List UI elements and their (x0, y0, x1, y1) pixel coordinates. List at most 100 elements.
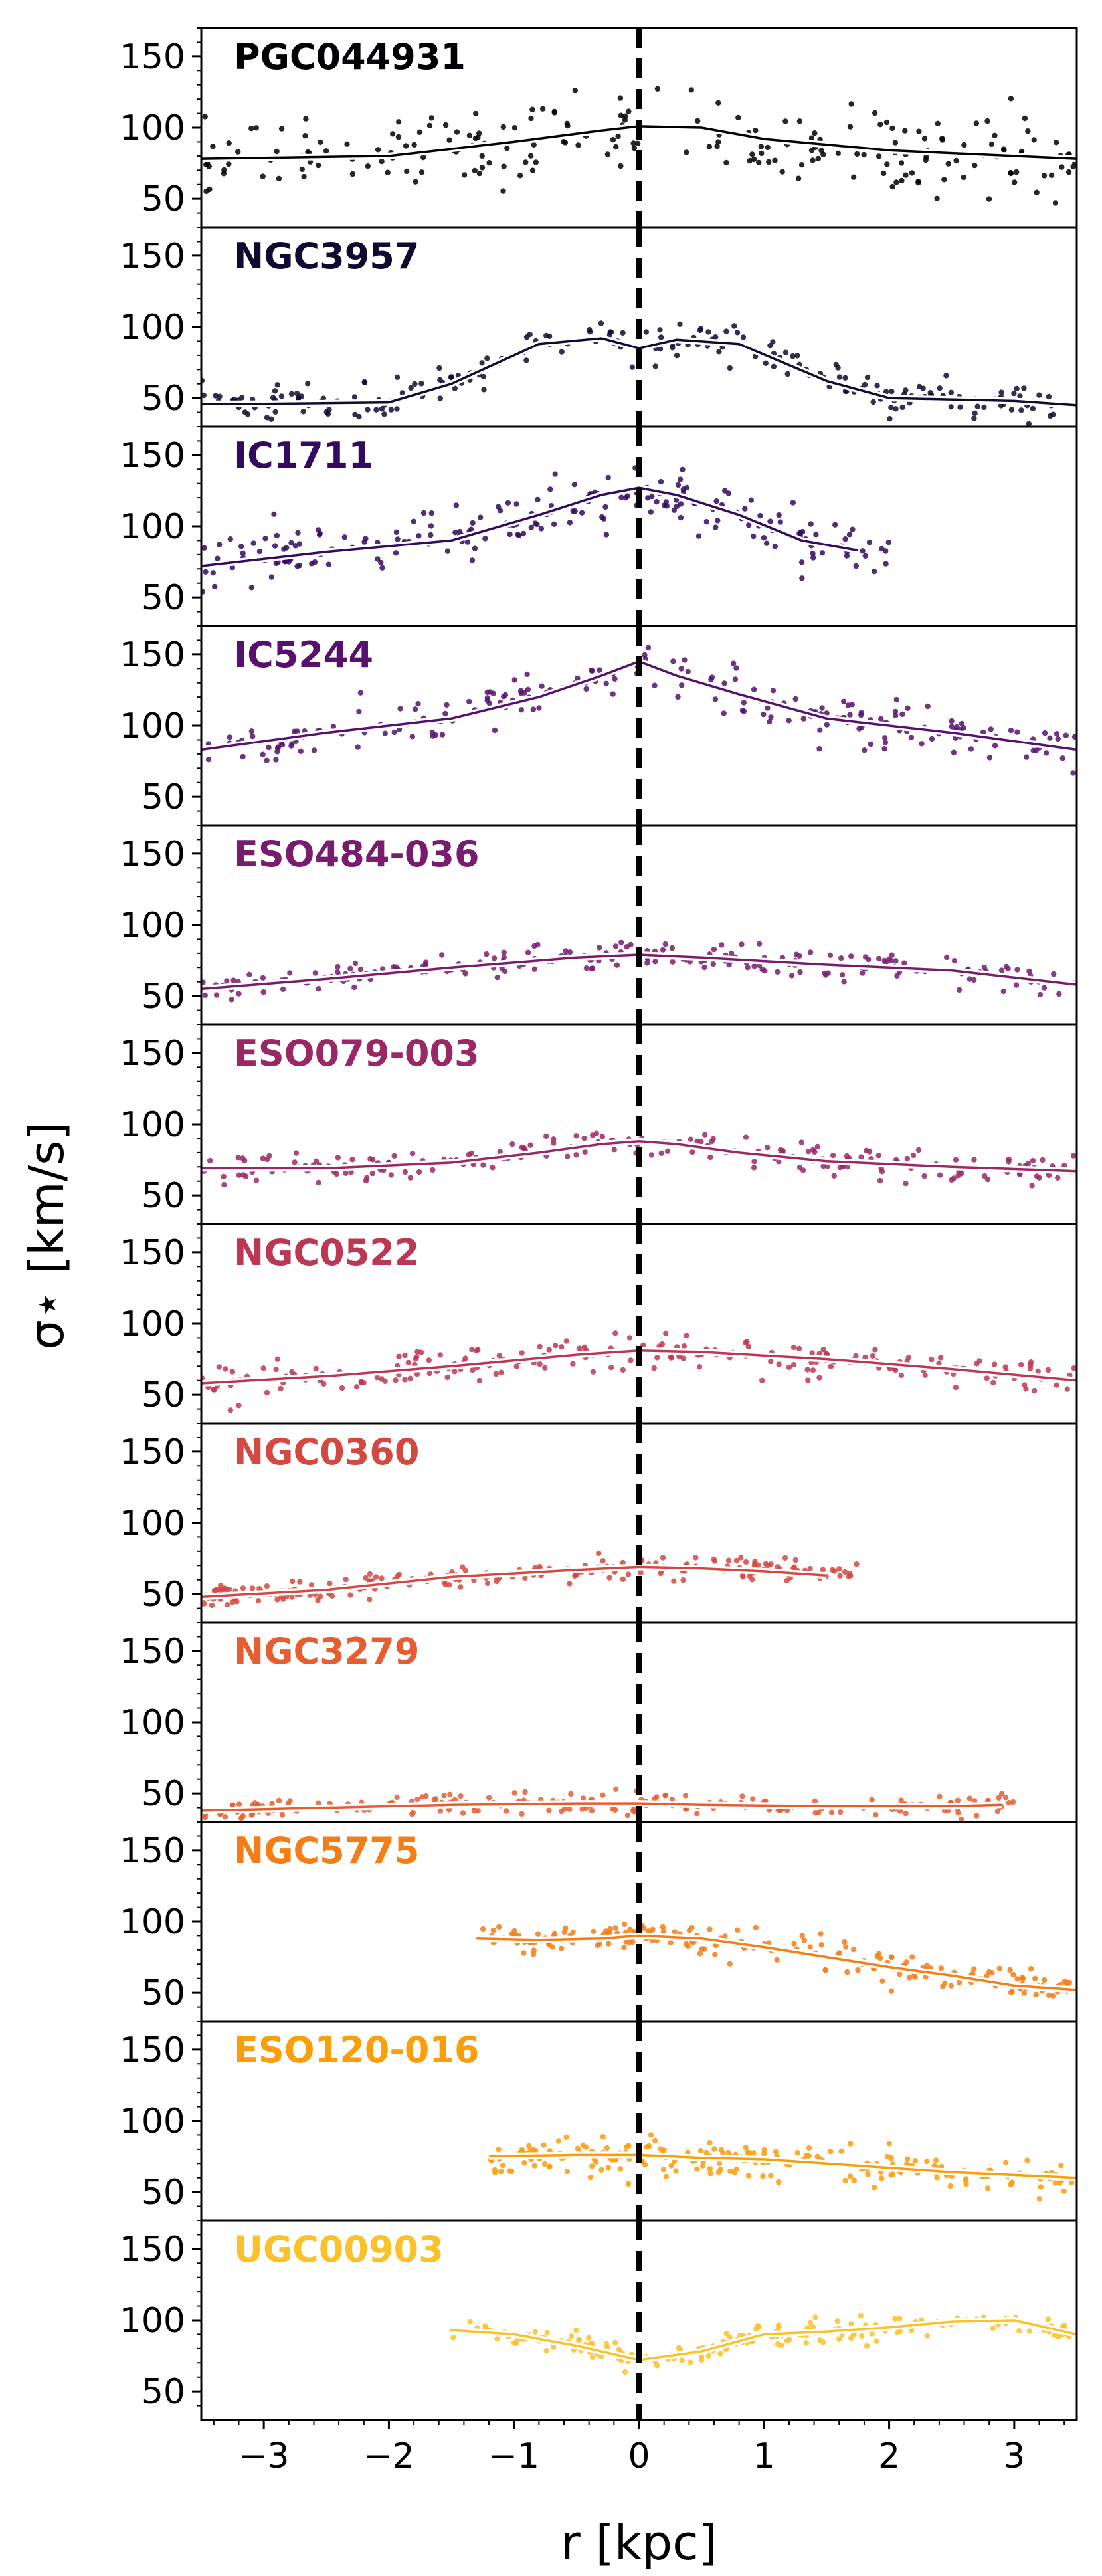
scatter-point (294, 728, 300, 734)
scatter-point (924, 2158, 930, 2165)
scatter-point (805, 1149, 812, 1155)
scatter-point (879, 545, 885, 552)
scatter-point (224, 978, 230, 984)
scatter-point (300, 409, 306, 415)
scatter-point (509, 2169, 515, 2175)
scatter-point (600, 2134, 606, 2140)
scatter-point (480, 1162, 486, 1168)
scatter-point (612, 2157, 619, 2163)
scatter-point (238, 544, 244, 549)
scatter-point (793, 951, 800, 957)
scatter-point (931, 2163, 937, 2169)
scatter-point (436, 365, 442, 371)
scatter-point (662, 502, 668, 508)
scatter-point (491, 955, 498, 961)
scatter-point (618, 112, 624, 118)
y-tick-label: 50 (141, 1973, 185, 2013)
median-profile-line (201, 486, 858, 567)
scatter-point (453, 502, 459, 508)
scatter-point (786, 718, 792, 724)
scatter-point (762, 968, 768, 974)
scatter-point (298, 748, 304, 755)
scatter-point (240, 550, 246, 557)
scatter-point (705, 329, 711, 335)
scatter-point (1011, 390, 1017, 397)
scatter-point (828, 1363, 834, 1369)
scatter-point (432, 732, 438, 738)
scatter-point (559, 349, 565, 355)
scatter-point (828, 1809, 835, 1815)
panel-plot-area (201, 320, 1077, 427)
scatter-point (907, 1975, 913, 1981)
scatter-point (416, 1169, 422, 1175)
scatter-point (531, 1947, 537, 1953)
scatter-point (984, 1375, 990, 1381)
scatter-point (1065, 169, 1072, 175)
scatter-point (760, 2173, 766, 2179)
median-profile-line (201, 337, 1077, 407)
scatter-point (800, 716, 807, 722)
scatter-point (796, 1345, 802, 1352)
scatter-point (645, 644, 652, 651)
scatter-point (624, 2143, 630, 2150)
y-tick-label: 100 (120, 2301, 185, 2341)
scatter-point (864, 2343, 870, 2349)
scatter-point (598, 320, 604, 326)
scatter-point (1014, 169, 1020, 175)
scatter-point (972, 410, 978, 416)
scatter-point (210, 143, 216, 149)
panel-label: NGC3957 (234, 235, 419, 277)
scatter-point (551, 521, 557, 527)
scatter-point (888, 404, 894, 411)
scatter-point (379, 1376, 385, 1382)
scatter-point (940, 1983, 946, 1989)
scatter-point (889, 952, 895, 958)
scatter-point (523, 159, 529, 165)
scatter-point (1036, 2196, 1042, 2202)
scatter-point (454, 129, 460, 135)
scatter-point (963, 2181, 969, 2187)
scatter-point (593, 1130, 599, 1136)
scatter-point (564, 2168, 571, 2175)
scatter-point (442, 122, 449, 128)
scatter-point (538, 526, 545, 532)
scatter-point (710, 961, 717, 967)
scatter-point (1016, 2328, 1022, 2334)
scatter-point (694, 1811, 700, 1817)
scatter-point (248, 585, 254, 591)
scatter-point (529, 106, 535, 112)
scatter-point (290, 1578, 296, 1585)
scatter-point (861, 151, 867, 158)
scatter-point (313, 1158, 320, 1165)
scatter-point (912, 2158, 919, 2164)
scatter-point (576, 2337, 582, 2343)
scatter-point (442, 710, 448, 717)
scatter-point (872, 2184, 877, 2191)
scatter-point (869, 1797, 875, 1803)
scatter-point (986, 755, 993, 761)
scatter-point (439, 732, 446, 738)
scatter-point (565, 123, 571, 129)
scatter-point (842, 536, 848, 542)
scatter-point (221, 1181, 227, 1188)
scatter-point (725, 2149, 731, 2156)
scatter-point (684, 1332, 689, 1339)
scatter-point (562, 140, 569, 146)
scatter-point (806, 2145, 812, 2151)
scatter-point (776, 512, 782, 518)
scatter-point (1019, 1975, 1026, 1981)
scatter-point (776, 1361, 782, 1367)
scatter-point (462, 1355, 468, 1361)
scatter-point (1005, 965, 1011, 972)
scatter-point (551, 2344, 557, 2350)
scatter-point (405, 1359, 412, 1366)
scatter-point (675, 482, 682, 488)
scatter-point (563, 2134, 569, 2140)
y-tick-label: 100 (120, 1902, 185, 1942)
scatter-point (419, 1794, 425, 1800)
scatter-point (732, 676, 739, 682)
scatter-point (990, 2325, 996, 2331)
scatter-point (886, 2141, 893, 2147)
scatter-point (880, 170, 887, 177)
scatter-point (955, 1797, 961, 1803)
